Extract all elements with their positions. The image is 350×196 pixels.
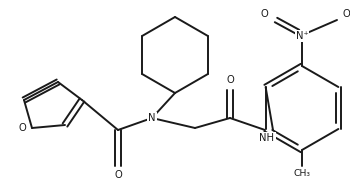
Text: O: O bbox=[18, 123, 26, 133]
Text: O: O bbox=[260, 9, 268, 19]
Text: O⁻: O⁻ bbox=[343, 9, 350, 19]
Text: N: N bbox=[148, 113, 156, 123]
Text: O: O bbox=[226, 75, 234, 85]
Text: CH₃: CH₃ bbox=[294, 170, 310, 179]
Text: N⁺: N⁺ bbox=[296, 31, 308, 41]
Text: O: O bbox=[114, 170, 122, 180]
Text: NH: NH bbox=[259, 133, 274, 143]
